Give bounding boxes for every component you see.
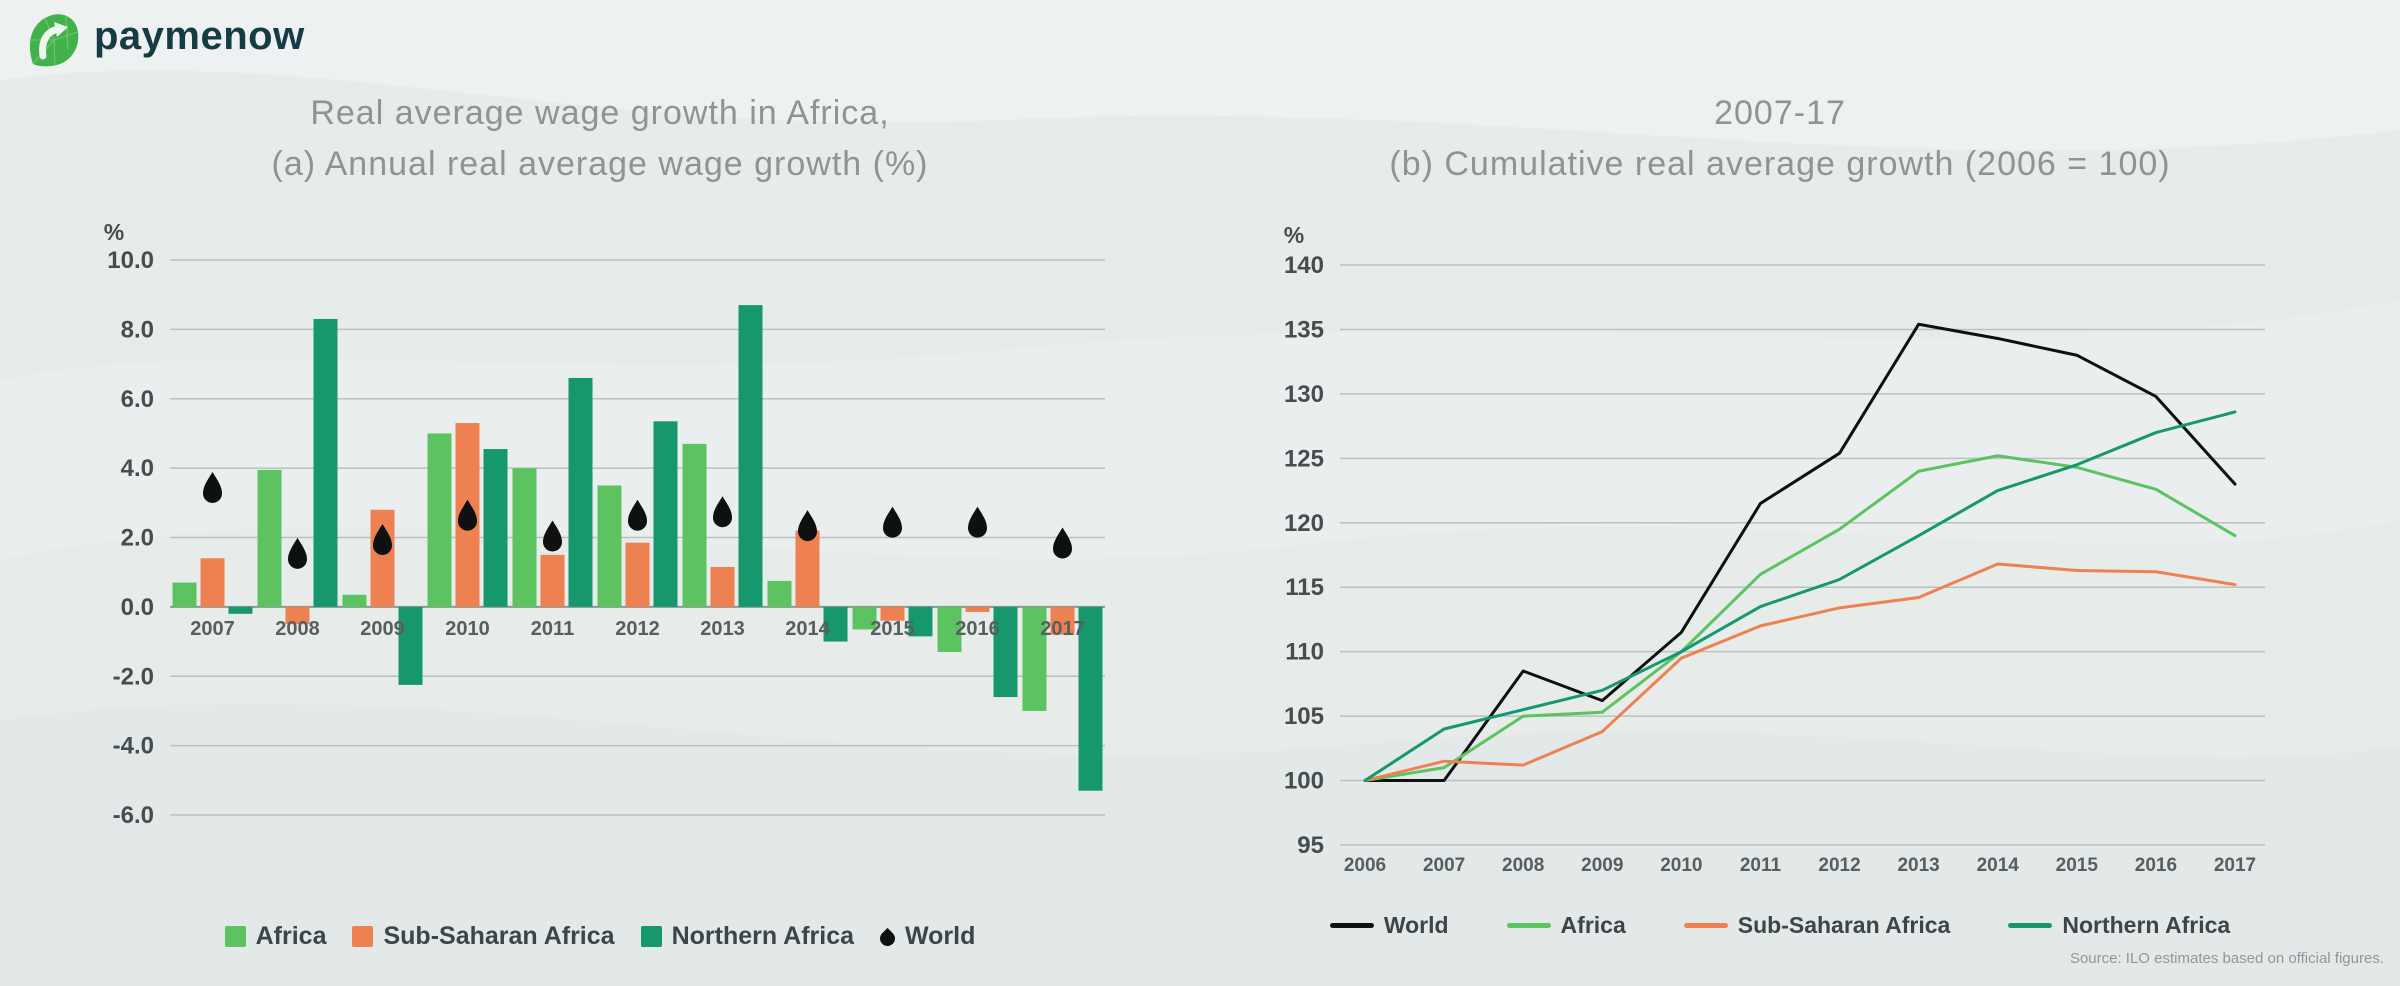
svg-text:2011: 2011 bbox=[1740, 855, 1782, 876]
cumulative-growth-line-chart: 140 135 130 125 120 115 110 105 100 95% 2006 2007 20… bbox=[1284, 222, 2265, 876]
svg-text:6.0: 6.0 bbox=[121, 386, 154, 413]
brand-wordmark: paymenow bbox=[94, 14, 305, 58]
svg-text:8.0: 8.0 bbox=[121, 316, 154, 343]
legend-label-africa: Africa bbox=[255, 922, 327, 950]
svg-text:2008: 2008 bbox=[275, 618, 320, 640]
svg-text:2009: 2009 bbox=[360, 618, 405, 640]
world-line-swatch bbox=[1329, 923, 1374, 928]
svg-text:2017: 2017 bbox=[2214, 855, 2256, 876]
northern-africa-line-swatch bbox=[2008, 923, 2053, 928]
legend-label-world-line: World bbox=[1383, 912, 1449, 938]
sub-saharan-africa-line-swatch bbox=[1683, 923, 1728, 928]
cumulative-chart-title: 2007-17 (b) Cumulative real average grow… bbox=[1245, 88, 2315, 190]
svg-text:-2.0: -2.0 bbox=[113, 663, 154, 690]
legend-item-northern-africa: Northern Africa bbox=[640, 922, 855, 951]
northern-africa-swatch bbox=[640, 926, 662, 947]
cumulative-chart-title-line2: (b) Cumulative real average growth (2006… bbox=[1389, 145, 2171, 183]
annual-chart-title-line1: Real average wage growth in Africa, bbox=[310, 94, 890, 132]
legend-label-world: World bbox=[905, 922, 976, 950]
legend-item-africa-line: Africa bbox=[1506, 912, 1626, 939]
legend-label-northern-africa: Northern Africa bbox=[671, 922, 855, 950]
svg-text:2014: 2014 bbox=[785, 618, 830, 640]
svg-text:2009: 2009 bbox=[1581, 855, 1623, 876]
africa-swatch bbox=[224, 926, 246, 947]
sub-saharan-africa-swatch bbox=[352, 926, 374, 947]
annual-chart-title: Real average wage growth in Africa, (a) … bbox=[70, 88, 1130, 190]
svg-text:2008: 2008 bbox=[1502, 855, 1544, 876]
svg-text:2010: 2010 bbox=[1660, 855, 1702, 876]
svg-text:105: 105 bbox=[1284, 703, 1324, 730]
legend-label-sub-saharan-africa-line: Sub-Saharan Africa bbox=[1737, 912, 1951, 938]
svg-text:2017: 2017 bbox=[1040, 618, 1085, 640]
svg-text:2013: 2013 bbox=[1897, 855, 1939, 876]
legend-label-sub-saharan-africa: Sub-Saharan Africa bbox=[383, 922, 615, 950]
paymenow-logo-icon bbox=[29, 14, 79, 67]
legend-label-northern-africa-line: Northern Africa bbox=[2062, 912, 2231, 938]
svg-text:2011: 2011 bbox=[531, 618, 574, 640]
annual-wage-growth-bar-chart: 10.0 8.0 6.0 4.0 2.0 0.0 -2.0 -4.0 -6.0% 2007 2008… bbox=[104, 219, 1105, 829]
svg-text:0.0: 0.0 bbox=[121, 594, 154, 621]
legend-label-africa-line: Africa bbox=[1560, 912, 1626, 938]
svg-text:2010: 2010 bbox=[445, 618, 490, 640]
svg-text:110: 110 bbox=[1285, 639, 1324, 666]
svg-text:%: % bbox=[104, 219, 124, 245]
legend-item-sub-saharan-africa: Sub-Saharan Africa bbox=[352, 922, 615, 951]
svg-text:135: 135 bbox=[1284, 316, 1324, 343]
world-droplet-icon bbox=[876, 927, 899, 950]
svg-text:2007: 2007 bbox=[1423, 855, 1465, 876]
svg-text:2007: 2007 bbox=[190, 618, 235, 640]
svg-text:2006: 2006 bbox=[1344, 855, 1386, 876]
svg-text:100: 100 bbox=[1284, 768, 1324, 795]
svg-text:-4.0: -4.0 bbox=[113, 733, 154, 760]
svg-text:10.0: 10.0 bbox=[107, 247, 154, 274]
legend-item-africa: Africa bbox=[224, 922, 327, 951]
svg-text:%: % bbox=[1284, 222, 1304, 248]
svg-text:2015: 2015 bbox=[2056, 855, 2099, 876]
legend-item-world-line: World bbox=[1329, 912, 1449, 939]
annual-chart-legend: Africa Sub-Saharan Africa Northern Afric… bbox=[70, 922, 1130, 951]
annual-chart-title-line2: (a) Annual real average wage growth (%) bbox=[271, 145, 929, 183]
source-note: Source: ILO estimates based on official … bbox=[2069, 950, 2384, 967]
svg-text:120: 120 bbox=[1284, 510, 1324, 537]
svg-text:2015: 2015 bbox=[870, 618, 915, 640]
svg-text:140: 140 bbox=[1284, 252, 1324, 279]
cumulative-chart-legend: World Africa Sub-Saharan Africa Northern… bbox=[1245, 912, 2315, 939]
svg-text:115: 115 bbox=[1285, 574, 1324, 601]
svg-text:-6.0: -6.0 bbox=[113, 802, 154, 829]
svg-text:2012: 2012 bbox=[615, 618, 660, 640]
brand-logo: paymenow bbox=[24, 10, 305, 68]
svg-text:95: 95 bbox=[1297, 832, 1324, 859]
svg-text:125: 125 bbox=[1284, 445, 1324, 472]
cumulative-chart-title-line1: 2007-17 bbox=[1714, 94, 1846, 132]
legend-item-sub-saharan-africa-line: Sub-Saharan Africa bbox=[1683, 912, 1951, 939]
svg-text:2016: 2016 bbox=[955, 618, 1000, 640]
africa-line-swatch bbox=[1506, 923, 1551, 928]
svg-text:2014: 2014 bbox=[1977, 855, 2020, 876]
svg-text:4.0: 4.0 bbox=[121, 455, 154, 482]
svg-text:2012: 2012 bbox=[1818, 855, 1860, 876]
legend-item-northern-africa-line: Northern Africa bbox=[2008, 912, 2230, 939]
svg-text:2016: 2016 bbox=[2135, 855, 2177, 876]
svg-text:2.0: 2.0 bbox=[121, 525, 154, 552]
svg-text:2013: 2013 bbox=[700, 618, 745, 640]
svg-text:130: 130 bbox=[1284, 381, 1324, 408]
legend-item-world: World bbox=[876, 922, 976, 951]
